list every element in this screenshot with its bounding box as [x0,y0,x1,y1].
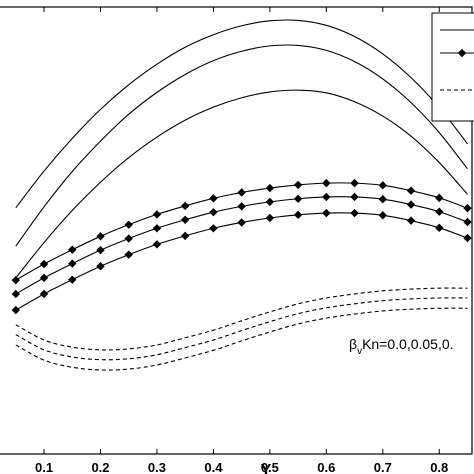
annotation: βvKn=0.0,0.05,0. [349,336,454,357]
marker [350,208,359,218]
annotation-text: Kn=0.0,0.05,0. [362,336,453,352]
series [15,307,468,371]
plot-frame [0,6,473,455]
marker [124,234,133,243]
legend-box [431,12,474,122]
marker [237,188,246,197]
marker [406,216,416,225]
marker [152,210,162,219]
marker [68,259,77,268]
marker [39,259,49,269]
series [11,208,472,315]
series [11,192,472,299]
marker [378,211,387,220]
line [15,297,468,361]
x-tick-label: 0.3 [148,460,166,474]
line [15,89,468,279]
marker [322,178,331,188]
marker [39,273,49,283]
marker [293,194,303,203]
marker [293,180,303,190]
series [15,89,468,279]
line [15,19,468,209]
legend-marker [457,48,467,58]
marker [237,218,246,227]
marker [350,178,359,188]
annotation-symbol: β [349,336,357,352]
marker [209,207,218,217]
x-tick-label: 0.6 [317,460,335,474]
marker [435,207,444,216]
series [11,178,472,285]
marker [463,203,472,213]
x-tick-label: 0.2 [91,460,109,474]
marker [378,195,387,204]
marker [152,224,162,233]
marker [124,250,133,259]
series [15,44,468,247]
marker [265,213,275,223]
marker [11,305,21,315]
marker [209,194,218,203]
marker [265,197,275,207]
x-tick-label: 0.1 [35,460,53,474]
marker [322,192,331,202]
marker [124,220,133,229]
marker [39,289,49,299]
marker [406,200,416,209]
marker [463,233,472,243]
marker [322,208,331,218]
marker [209,224,218,233]
marker [293,210,303,220]
marker [96,245,105,255]
x-axis-label: Y [261,462,272,474]
x-tick-label: 0.5 [261,460,279,474]
marker [96,232,105,241]
marker [96,262,105,271]
marker [435,223,444,233]
annotation-subscript: v [357,346,362,357]
marker [68,245,77,254]
marker [350,192,359,202]
marker [11,275,21,285]
series [15,287,468,351]
line [15,307,468,371]
marker [265,183,275,193]
x-tick-label: 0.4 [204,460,223,474]
x-tick-label: 0.8 [430,460,448,474]
marker [68,275,77,284]
marker [406,186,416,195]
legend [431,12,474,122]
marker [180,215,190,224]
series [15,19,468,209]
marker [11,289,21,299]
marker [435,193,444,203]
series [15,297,468,361]
marker [180,231,190,241]
marker [378,181,387,190]
line [15,44,468,247]
marker [180,201,190,211]
x-tick-label: 0.7 [374,460,392,474]
marker [463,217,472,227]
line [15,287,468,351]
marker [152,240,162,249]
marker [237,202,246,211]
